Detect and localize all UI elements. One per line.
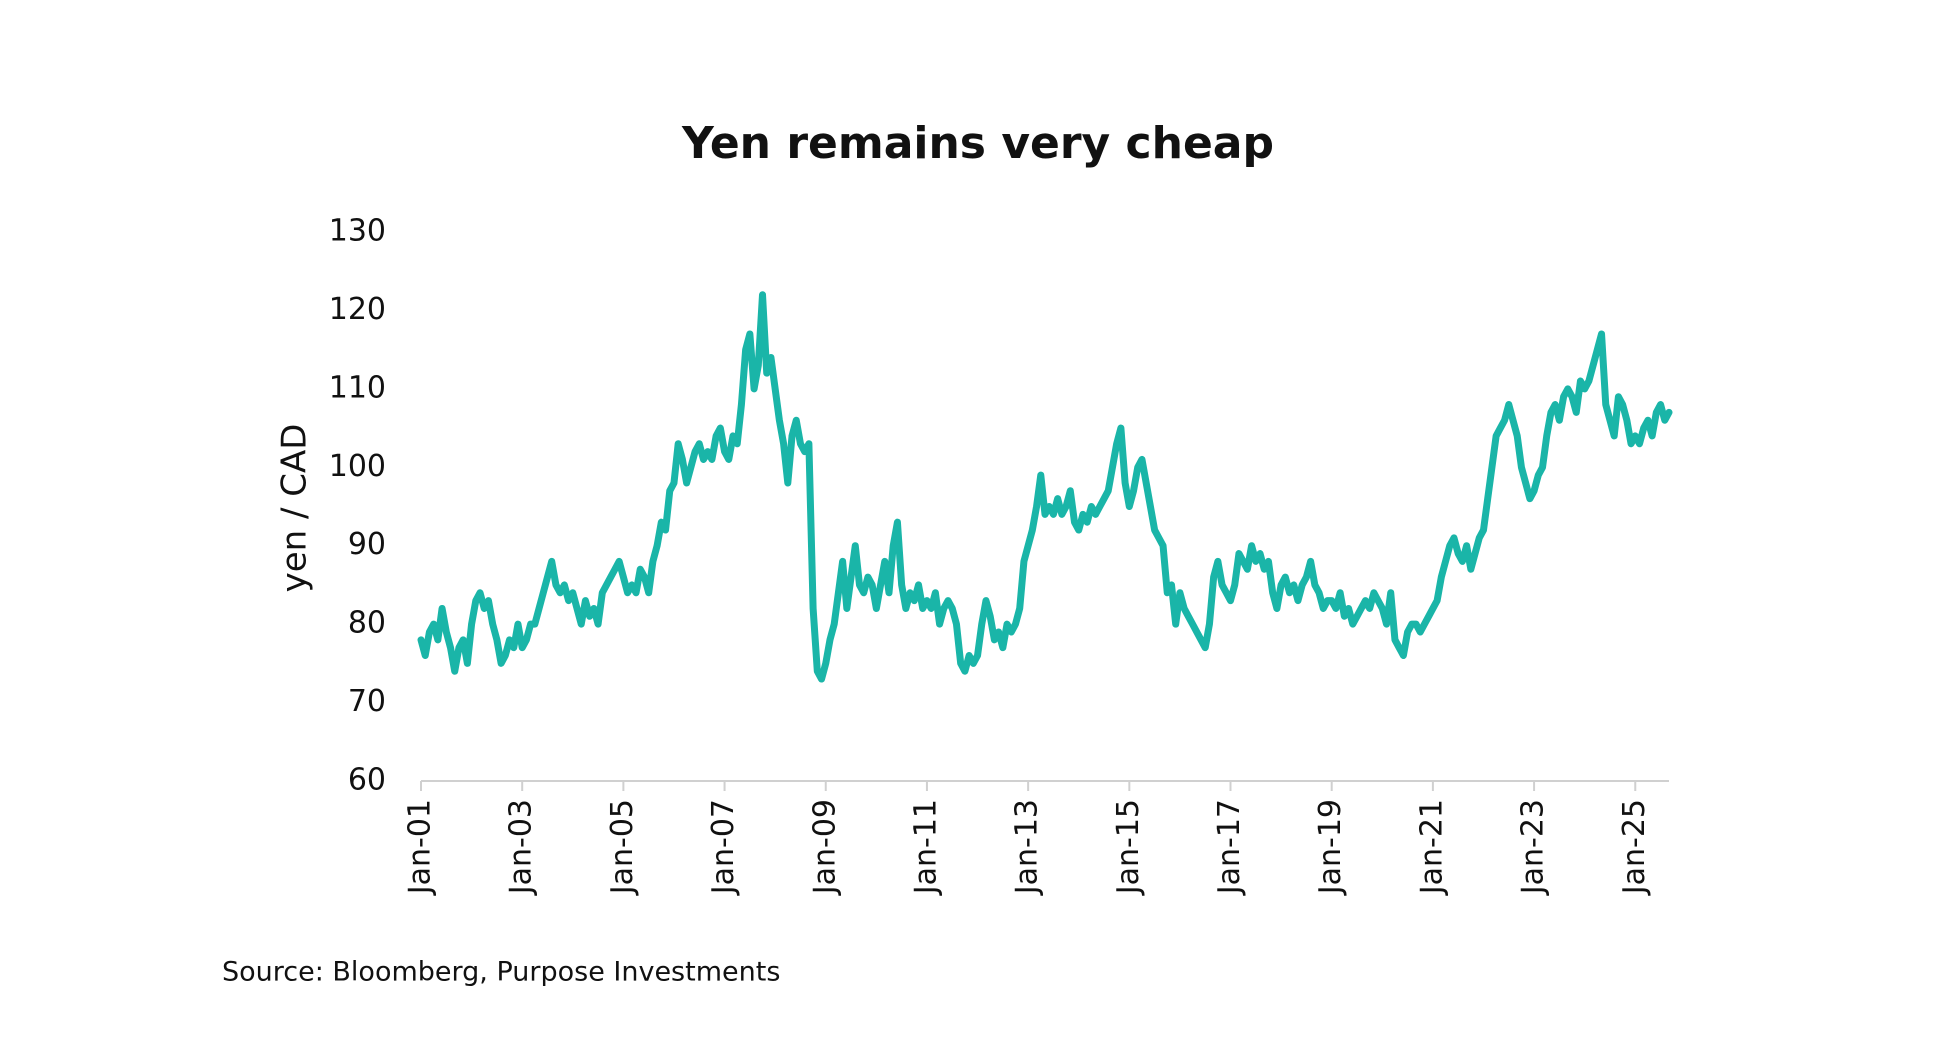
x-tick-label: Jan-19 [1313, 799, 1348, 896]
chart-title: Yen remains very cheap [681, 118, 1274, 169]
y-axis-label: yen / CAD [275, 424, 315, 593]
y-tick-label: 110 [329, 370, 386, 405]
y-tick-label: 80 [348, 606, 386, 641]
x-tick-label: Jan-21 [1414, 799, 1449, 896]
x-tick-label: Jan-15 [1111, 799, 1146, 896]
x-tick-label: Jan-13 [1010, 799, 1045, 896]
x-tick-label: Jan-23 [1516, 799, 1551, 896]
y-tick-label: 60 [348, 763, 386, 798]
y-tick-label: 130 [329, 214, 386, 249]
x-tick-label: Jan-01 [403, 799, 438, 896]
y-tick-label: 120 [329, 292, 386, 327]
x-tick-label: Jan-25 [1617, 799, 1652, 896]
x-tick-label: Jan-11 [908, 799, 943, 896]
x-tick-label: Jan-17 [1212, 799, 1247, 896]
y-tick-label: 90 [348, 527, 386, 562]
x-tick-label: Jan-09 [807, 799, 842, 896]
x-tick-label: Jan-03 [504, 799, 539, 896]
source-note: Source: Bloomberg, Purpose Investments [222, 957, 780, 988]
line-series [417, 291, 1673, 683]
x-tick-label: Jan-07 [706, 799, 741, 896]
y-tick-label: 70 [348, 684, 386, 719]
x-tick-label: Jan-05 [605, 799, 640, 896]
y-tick-label: 100 [329, 449, 386, 484]
